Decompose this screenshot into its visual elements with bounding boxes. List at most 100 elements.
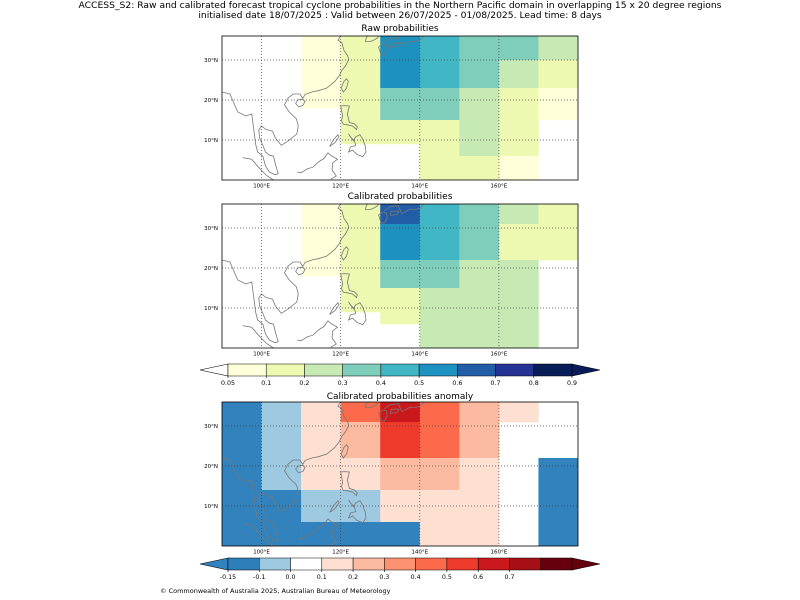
colorbar-swatch bbox=[259, 557, 291, 571]
colorbar-swatch bbox=[227, 557, 260, 571]
map-panel-raw: 100°E 120°E 140°E 160°E 10°N 20°N 30°N bbox=[204, 35, 579, 190]
probability-cell bbox=[498, 36, 539, 61]
probability-cell bbox=[538, 204, 578, 261]
colorbar-tick-label: 0.6 bbox=[473, 574, 483, 581]
coastline bbox=[340, 273, 358, 299]
coastline bbox=[389, 408, 400, 414]
latitude-tick-label: 10°N bbox=[204, 138, 218, 144]
colorbar-tick-label: 0.7 bbox=[504, 574, 514, 581]
coastline bbox=[364, 36, 368, 42]
coastline bbox=[222, 402, 350, 542]
coastline bbox=[329, 302, 340, 315]
probability-cell bbox=[498, 156, 539, 180]
probability-cell bbox=[261, 490, 302, 546]
coastline bbox=[242, 523, 274, 546]
coastline bbox=[297, 518, 339, 546]
map-panel-cal: 100°E 120°E 140°E 160°E 10°N 20°N 30°N bbox=[204, 203, 579, 358]
probability-cell bbox=[380, 88, 421, 121]
colorbar-under-triangle bbox=[199, 363, 229, 377]
probability-cell bbox=[498, 88, 539, 157]
probability-cell bbox=[380, 260, 421, 289]
coastline bbox=[378, 211, 388, 224]
panel-title-anomaly: Calibrated probabilities anomaly bbox=[326, 392, 474, 402]
coastline bbox=[340, 78, 349, 93]
colorbar-tick-label: 0.6 bbox=[452, 380, 462, 387]
latitude-tick-label: 10°N bbox=[204, 306, 218, 312]
probability-cell bbox=[380, 36, 421, 89]
probability-cell bbox=[419, 422, 460, 459]
probability-cell bbox=[301, 36, 341, 109]
anom-colorbar: -0.15 -0.1 0.0 0.1 0.2 0.3 0.4 0.5 0.6 0.7 bbox=[199, 557, 601, 581]
probability-cell bbox=[498, 224, 539, 261]
probability-cell bbox=[340, 204, 381, 313]
probability-cell bbox=[222, 402, 262, 546]
probability-cell bbox=[340, 458, 381, 491]
probability-cell bbox=[340, 36, 381, 145]
latitude-tick-label: 20°N bbox=[204, 266, 218, 272]
colorbar-tick-label: 0.4 bbox=[411, 574, 421, 581]
probability-cell bbox=[459, 88, 500, 121]
colorbar-swatch bbox=[304, 363, 343, 377]
longitude-tick-label: 100°E bbox=[253, 550, 270, 556]
figure-title: ACCESS_S2: Raw and calibrated forecast t… bbox=[78, 0, 722, 11]
probability-cell bbox=[459, 204, 500, 261]
coastline bbox=[389, 210, 400, 216]
probability-cell bbox=[261, 402, 302, 491]
colorbar-swatch bbox=[457, 363, 496, 377]
prob-colorbar: 0.05 0.1 0.2 0.3 0.4 0.5 0.6 0.7 0.8 0.9 bbox=[199, 363, 601, 387]
coastline bbox=[222, 204, 350, 344]
coastline bbox=[365, 204, 379, 211]
longitude-tick-label: 160°E bbox=[491, 550, 508, 556]
colorbar-swatch bbox=[509, 557, 541, 571]
probability-cell bbox=[459, 402, 500, 459]
colorbar-tick-label: 0.2 bbox=[299, 380, 309, 387]
coastline bbox=[222, 36, 350, 176]
colorbar-swatch bbox=[533, 363, 573, 377]
probability-cell bbox=[538, 88, 578, 121]
colorbar-swatch bbox=[384, 557, 416, 571]
colorbar-swatch bbox=[540, 557, 573, 571]
latitude-tick-label: 10°N bbox=[204, 504, 218, 510]
probability-cell bbox=[459, 260, 500, 348]
longitude-tick-label: 140°E bbox=[411, 352, 428, 358]
map-frame bbox=[221, 203, 579, 349]
probability-cell bbox=[498, 260, 539, 348]
coastline bbox=[347, 301, 367, 326]
probability-cell bbox=[380, 422, 421, 459]
probability-cell bbox=[419, 402, 460, 423]
coastline bbox=[364, 204, 368, 210]
longitude-tick-label: 120°E bbox=[332, 550, 349, 556]
coastline bbox=[365, 36, 379, 42]
colorbar-over-triangle bbox=[571, 363, 601, 377]
probability-cell bbox=[459, 156, 500, 180]
coastline bbox=[242, 157, 274, 180]
probability-cell bbox=[419, 204, 460, 261]
colorbar-tick-label: -0.15 bbox=[220, 574, 236, 581]
coastline bbox=[347, 499, 367, 524]
longitude-tick-label: 160°E bbox=[491, 184, 508, 190]
colorbar-swatch bbox=[446, 557, 479, 571]
colorbar-swatch bbox=[418, 363, 458, 377]
colorbar-tick-label: 0.2 bbox=[348, 574, 358, 581]
longitude-tick-label: 100°E bbox=[253, 352, 270, 358]
colorbar-tick-label: 0.1 bbox=[317, 574, 327, 581]
colorbar-swatch bbox=[495, 363, 535, 377]
coastline bbox=[340, 471, 358, 497]
map-frame bbox=[221, 35, 579, 181]
probability-cell bbox=[538, 458, 578, 546]
longitude-tick-label: 120°E bbox=[332, 352, 349, 358]
probability-cell bbox=[538, 60, 578, 89]
colorbar-tick-label: 0.7 bbox=[491, 380, 501, 387]
longitude-tick-label: 100°E bbox=[253, 184, 270, 190]
probability-cell bbox=[380, 458, 421, 491]
latitude-tick-label: 30°N bbox=[204, 226, 218, 232]
latitude-tick-label: 20°N bbox=[204, 98, 218, 104]
coastline bbox=[389, 42, 400, 48]
longitude-tick-label: 140°E bbox=[411, 184, 428, 190]
colorbar-swatch bbox=[352, 557, 385, 571]
coastline bbox=[329, 500, 340, 513]
colorbar-swatch bbox=[477, 557, 510, 571]
coastline bbox=[383, 204, 424, 215]
longitude-tick-label: 160°E bbox=[491, 352, 508, 358]
probability-cell bbox=[380, 522, 421, 546]
